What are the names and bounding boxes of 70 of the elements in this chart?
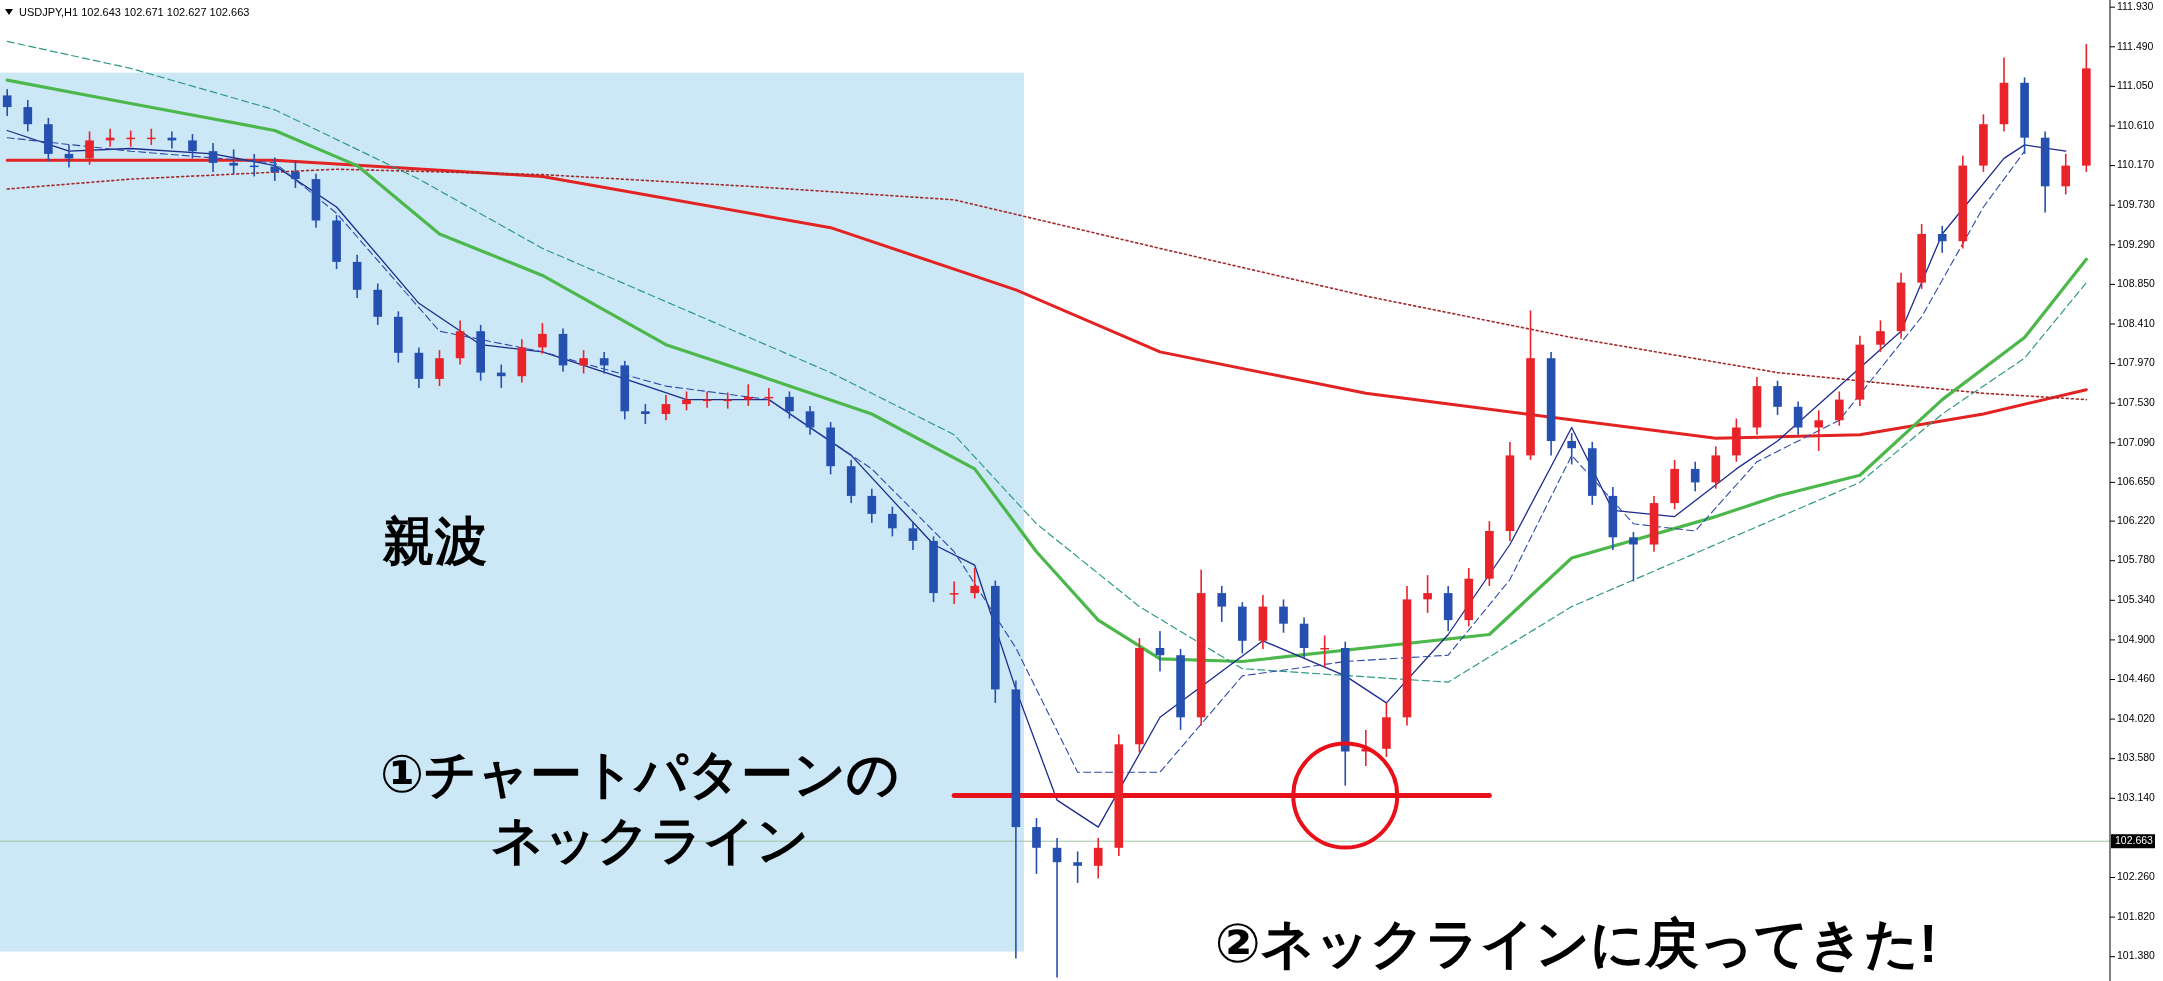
candlestick (599, 351, 609, 375)
y-tick-label: 109.730 (2117, 197, 2156, 210)
candlestick (661, 394, 671, 422)
candlestick (579, 349, 588, 375)
candlestick (1937, 225, 1947, 254)
y-tick-label: 106.220 (2117, 513, 2156, 526)
y-tick-label: 108.410 (2117, 316, 2156, 329)
y-tick-label: 101.820 (2117, 909, 2156, 922)
candlestick (229, 148, 238, 175)
candlestick (641, 403, 650, 425)
annotation: ②ネックラインに戻ってきた! (1214, 913, 1938, 973)
line-series (6, 168, 2088, 401)
y-tick-label: 104.020 (2117, 711, 2156, 724)
y-tick-label: 105.780 (2117, 553, 2156, 566)
candlestick (291, 160, 300, 189)
y-tick-label: 106.650 (2117, 475, 2156, 488)
candlestick (1423, 574, 1432, 614)
y-tick-label: 101.380 (2117, 949, 2156, 962)
y-tick-label: 103.580 (2117, 751, 2156, 764)
candlestick (2061, 153, 2071, 196)
candlestick (208, 142, 218, 173)
y-tick-label: 102.260 (2117, 870, 2156, 883)
y-tick-label: 109.290 (2117, 237, 2156, 250)
annotation: ネックライン (491, 811, 809, 869)
y-tick-label: 107.090 (2117, 435, 2156, 448)
candlestick (785, 390, 794, 420)
annotation: 親波 (382, 512, 487, 570)
candlestick (1032, 817, 1041, 875)
y-tick-label: 105.340 (2117, 593, 2156, 606)
candlestick (1876, 319, 1885, 353)
candlestick (270, 156, 280, 182)
candlestick (1690, 460, 1700, 493)
y-tick-label: 110.610 (2117, 118, 2155, 131)
candlestick (2, 88, 12, 117)
y-tick-label: 104.900 (2117, 632, 2156, 645)
candlestick (1834, 390, 1844, 427)
y-tick-label: 107.970 (2117, 356, 2156, 369)
text: USDJPY,H1 102.643 102.671 102.627 102.663 (19, 6, 250, 18)
y-tick-label: 104.460 (2117, 672, 2156, 685)
candlestick (1052, 837, 1062, 979)
candlestick (743, 383, 753, 407)
candlestick (1073, 850, 1082, 884)
candlestick (1793, 400, 1803, 436)
candlestick (1320, 634, 1329, 668)
candlestick (23, 99, 33, 133)
candlestick (867, 487, 877, 524)
candlestick (682, 390, 691, 412)
candlestick (970, 567, 980, 600)
ref-line-label: 102.663 (2115, 834, 2154, 847)
candlestick (1093, 837, 1103, 880)
candlestick (805, 405, 815, 436)
candlestick (1567, 432, 1577, 466)
candlestick (949, 580, 959, 605)
candlestick (888, 505, 897, 538)
y-tick-label: 111.050 (2117, 79, 2154, 92)
candlestick (908, 522, 918, 551)
y-tick-label: 111.930 (2117, 0, 2154, 12)
y-tick-label: 111.490 (2117, 39, 2154, 52)
y-tick-label: 108.850 (2117, 277, 2156, 290)
y-tick-label: 107.530 (2117, 395, 2156, 408)
y-tick-label: 103.140 (2117, 791, 2156, 804)
candlestick (435, 349, 444, 387)
candlestick (1217, 585, 1227, 623)
candlestick (538, 322, 547, 355)
candlestick (1773, 379, 1782, 416)
candlestick (1279, 598, 1288, 634)
annotation: ①チャートパターンの (380, 745, 900, 803)
candlestick (1155, 630, 1165, 673)
candlestick (1629, 531, 1638, 583)
y-tick-label: 110.170 (2117, 158, 2155, 171)
